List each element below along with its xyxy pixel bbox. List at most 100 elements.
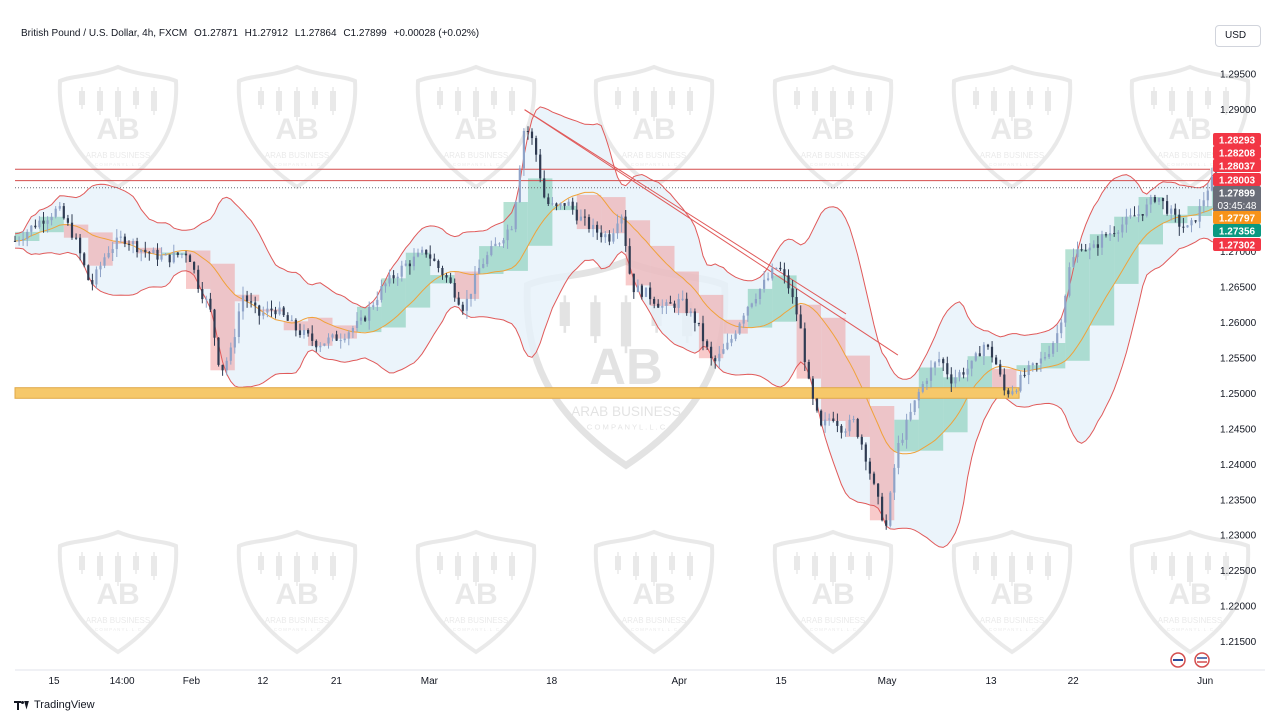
watermark-candle xyxy=(1187,91,1193,117)
candle-body xyxy=(1104,234,1108,236)
candle-body xyxy=(1019,374,1022,391)
watermark-candle xyxy=(330,91,336,111)
time-axis[interactable]: 15 14:00 Feb 12 21 Mar 18 Apr 15 May 13 22 Jun xyxy=(15,652,1265,687)
watermark-candle xyxy=(973,556,979,570)
watermark-candle xyxy=(491,91,497,105)
candle-body xyxy=(1174,208,1177,215)
candle-body xyxy=(54,208,57,217)
watermark-logo: AB ARAB BUSINESS C O M P A N Y L . L . C xyxy=(57,64,179,190)
candle-body xyxy=(592,224,595,229)
x-tick-label: May xyxy=(878,676,897,687)
watermark-sub: C O M P A N Y L . L . C xyxy=(95,627,142,632)
candle-body xyxy=(820,410,823,426)
candle-body xyxy=(221,364,224,371)
watermark-shield xyxy=(951,64,1073,190)
candle-body xyxy=(608,234,611,242)
candle-body xyxy=(526,131,529,132)
candle-body xyxy=(551,203,554,205)
candle-body xyxy=(620,216,623,224)
watermark-name: ARAB BUSINESS xyxy=(86,616,150,625)
y-tick-label: 1.21500 xyxy=(1220,637,1257,648)
candle-body xyxy=(30,225,33,232)
candle-body xyxy=(1011,391,1014,395)
watermark-initials: AB xyxy=(632,578,675,611)
flag-icons xyxy=(1170,652,1210,668)
watermark-candle xyxy=(991,556,997,576)
y-tick-label: 1.24500 xyxy=(1220,424,1257,435)
candle-body xyxy=(791,288,794,298)
candle-body xyxy=(547,197,550,204)
open-value: O1.27871 xyxy=(193,28,238,39)
watermark-initials: AB xyxy=(1168,578,1211,611)
candle-body xyxy=(555,203,558,207)
symbol-header[interactable]: British Pound / U.S. Dollar, 4h, FXCM O1… xyxy=(21,28,483,39)
candle-body xyxy=(278,307,281,315)
candle-body xyxy=(958,372,961,378)
x-tick-label: 15 xyxy=(776,676,788,687)
price-badge xyxy=(1213,173,1261,186)
candle-body xyxy=(429,254,432,259)
candle-body xyxy=(718,353,721,362)
candle-body xyxy=(70,222,74,238)
watermark-shield xyxy=(415,529,537,655)
watermark-candle xyxy=(491,556,497,570)
candle-body xyxy=(1153,197,1156,202)
candle-body xyxy=(844,431,847,433)
watermark-logo: AB ARAB BUSINESS C O M P A N Y L . L . C xyxy=(772,529,894,655)
cloud-step xyxy=(137,247,162,254)
watermark-candle xyxy=(830,91,836,117)
bollinger-upper-line xyxy=(14,106,1233,380)
candle-body xyxy=(693,311,696,323)
watermark-logo: AB ARAB BUSINESS C O M P A N Y L . L . C xyxy=(1129,529,1251,655)
candle-body xyxy=(644,287,648,297)
candle-body xyxy=(604,234,607,238)
candle-body xyxy=(677,299,680,308)
candle-body xyxy=(860,436,863,445)
watermark-candle xyxy=(312,556,318,570)
watermark-shield xyxy=(1129,529,1251,655)
candle-body xyxy=(307,330,310,334)
candle-body xyxy=(962,372,965,375)
candle-body xyxy=(1035,363,1038,365)
candle-body xyxy=(164,254,167,256)
watermark-sub: C O M P A N Y L . L . C xyxy=(274,162,321,167)
candle-body xyxy=(506,229,509,241)
watermark-candle xyxy=(1151,91,1157,105)
price-badge xyxy=(1213,146,1261,159)
candle-body xyxy=(372,305,375,307)
candle-body xyxy=(669,302,672,304)
tradingview-footer[interactable]: TradingView xyxy=(14,699,95,711)
watermark-candle xyxy=(1205,91,1211,105)
candle-body xyxy=(535,138,538,155)
y-tick-label: 1.25500 xyxy=(1220,353,1257,364)
candle-body xyxy=(123,236,126,244)
bollinger-band-fill xyxy=(15,106,1233,548)
watermark-candle xyxy=(437,91,443,105)
candle-body xyxy=(1080,249,1083,251)
candle-body xyxy=(726,342,729,350)
plot-area[interactable] xyxy=(13,106,1234,548)
candle-body xyxy=(453,283,456,298)
candle-body xyxy=(624,216,627,246)
watermark-candle xyxy=(1009,91,1015,117)
watermark-candle xyxy=(509,91,515,111)
candle-body xyxy=(990,346,994,358)
candle-body xyxy=(1076,249,1079,258)
candle-body xyxy=(734,333,737,339)
candle-body xyxy=(433,258,436,261)
watermark-initials: AB xyxy=(275,113,318,146)
watermark-candle xyxy=(794,556,800,570)
currency-button[interactable]: USD xyxy=(1215,25,1261,47)
candle-body xyxy=(376,299,379,306)
candle-body xyxy=(38,220,41,228)
watermark-candle xyxy=(848,556,854,570)
watermark-candle xyxy=(973,91,979,105)
candle-body xyxy=(730,338,733,343)
watermark-initials: AB xyxy=(811,578,854,611)
watermark-candle xyxy=(455,556,461,576)
candle-body xyxy=(188,255,192,262)
watermark-name: ARAB BUSINESS xyxy=(801,616,865,625)
candle-body xyxy=(1064,295,1067,323)
candle-body xyxy=(1129,215,1132,217)
